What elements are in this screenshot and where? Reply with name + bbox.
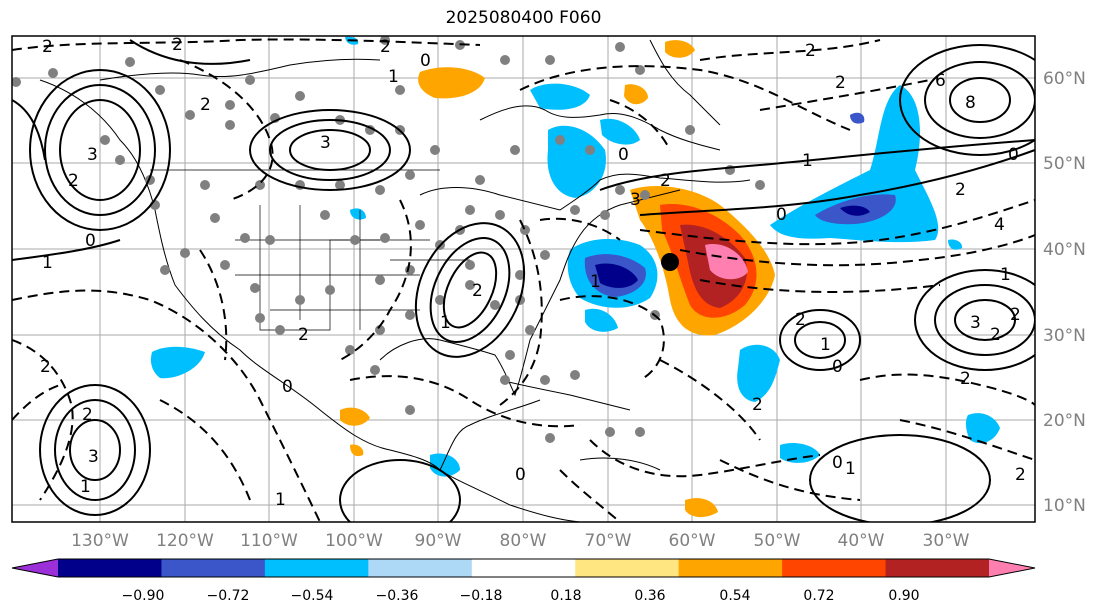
contour-label: 8: [965, 93, 976, 113]
colorbar-extend-high: [989, 559, 1035, 577]
colorbar-tick: −0.54: [291, 588, 334, 604]
colorbar-segment: [575, 559, 680, 577]
contour-label: 1: [80, 477, 91, 497]
contour-label: 2: [795, 310, 806, 330]
contour-label: 2: [660, 171, 671, 191]
contour-label: 1: [845, 459, 856, 479]
contour-label: 2: [990, 325, 1001, 345]
contour-label: 3: [320, 133, 331, 153]
colorbar-segment: [678, 559, 783, 577]
colorbar-segment: [782, 559, 887, 577]
contour-label: 4: [994, 215, 1005, 235]
contour-label: 1: [440, 313, 451, 333]
contour-label: 3: [970, 313, 981, 333]
contour-label: 0: [515, 465, 526, 485]
contour-label: 2: [1010, 305, 1021, 325]
lat-label: 40°N: [1043, 240, 1086, 260]
lon-label: 40°W: [838, 531, 885, 551]
contour-label: 0: [832, 453, 843, 473]
map-title: 2025080400 F060: [445, 8, 602, 28]
contour-label: 1: [802, 151, 813, 171]
contour-label: 2: [172, 35, 183, 55]
contour-label: 3: [630, 190, 641, 210]
graticule: [12, 36, 1035, 522]
lat-label: 10°N: [1043, 496, 1086, 516]
lat-label: 20°N: [1043, 411, 1086, 431]
contour-label: 2: [835, 73, 846, 93]
colorbar: [11, 558, 1036, 578]
contour-label: 1: [388, 67, 399, 87]
colorbar-tick: −0.90: [122, 588, 165, 604]
map-frame: [11, 35, 1036, 523]
contour-label: 0: [282, 377, 293, 397]
contour-label: 2: [380, 37, 391, 57]
lat-label: 50°N: [1043, 154, 1086, 174]
contour-label: 2: [752, 395, 763, 415]
contour-label: 3: [87, 145, 98, 165]
longitude-labels: 130°W 120°W 110°W 100°W 90°W 80°W 70°W 6…: [71, 531, 970, 551]
dashed-contours: [12, 38, 1035, 522]
colorbar-segment: [264, 559, 369, 577]
contour-label: 2: [40, 357, 51, 377]
contour-label: 3: [88, 447, 99, 467]
colorbar-tick: −0.72: [207, 588, 250, 604]
colorbar-segment: [58, 559, 162, 577]
contour-label: 2: [42, 37, 53, 57]
colorbar-segment: [885, 559, 990, 577]
colorbar-outline: [11, 558, 1036, 578]
colorbar-tick-labels: −0.90 −0.72 −0.54 −0.36 −0.18 0.18 0.36 …: [122, 588, 920, 604]
colorbar-extend-low: [12, 559, 58, 577]
contour-label: 0: [85, 231, 96, 251]
contour-label: 2: [1015, 465, 1026, 485]
colorbar-tick: −0.18: [460, 588, 503, 604]
lon-label: 100°W: [325, 531, 383, 551]
storm-center-marker: [661, 253, 679, 271]
colorbar-tick: 0.90: [888, 588, 919, 604]
lon-label: 80°W: [500, 531, 547, 551]
contour-label: 1: [42, 253, 53, 273]
colorbar-segment: [161, 559, 266, 577]
contour-labels: 2 2 2 3 1 0 2 3 2 0 1 2 2 1 1 0 2 3 1 2 …: [40, 35, 1026, 510]
lon-label: 110°W: [240, 531, 298, 551]
colorbar-segment: [471, 559, 576, 577]
contour-label: 2: [82, 405, 93, 425]
contour-label: 0: [618, 145, 629, 165]
contour-label: 0: [420, 51, 431, 71]
colorbar-segment: [368, 559, 473, 577]
colorbar-tick: 0.18: [550, 588, 581, 604]
contour-label: 2: [298, 325, 309, 345]
shaded-fields: [150, 36, 1000, 518]
lat-label: 30°N: [1043, 326, 1086, 346]
latitude-labels: 60°N 50°N 40°N 30°N 20°N 10°N: [1043, 69, 1086, 516]
colorbar-tick: 0.72: [803, 588, 834, 604]
lon-label: 70°W: [585, 531, 632, 551]
contour-label: 2: [200, 95, 211, 115]
contour-label: 2: [955, 180, 966, 200]
contour-label: 0: [1008, 145, 1019, 165]
lon-label: 90°W: [415, 531, 462, 551]
lon-label: 120°W: [156, 531, 214, 551]
lon-label: 130°W: [71, 531, 129, 551]
lat-label: 60°N: [1043, 69, 1086, 89]
contour-label: 2: [68, 171, 79, 191]
contour-label: 2: [805, 41, 816, 61]
colorbar-tick: 0.54: [719, 588, 750, 604]
colorbar-tick: −0.36: [376, 588, 419, 604]
contour-label: 1: [275, 490, 286, 510]
solid-contours: [12, 39, 1035, 522]
contour-label: 2: [960, 369, 971, 389]
lon-label: 30°W: [923, 531, 970, 551]
lon-label: 50°W: [754, 531, 801, 551]
contour-label: 1: [590, 272, 601, 292]
contour-label: 1: [820, 335, 831, 355]
contour-label: 2: [472, 281, 483, 301]
contour-label: 0: [776, 205, 787, 225]
contour-label: 1: [1000, 265, 1011, 285]
colorbar-tick: 0.36: [634, 588, 665, 604]
contour-label: 0: [832, 357, 843, 377]
lon-label: 60°W: [669, 531, 716, 551]
contour-label: 6: [935, 71, 946, 91]
